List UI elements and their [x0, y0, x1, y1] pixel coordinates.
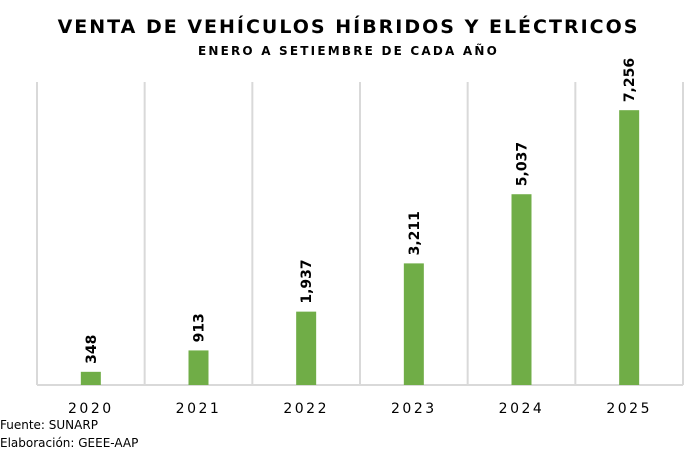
bar-2020 [80, 371, 101, 385]
bar-2023 [403, 263, 424, 385]
source-note: Fuente: SUNARP [0, 418, 98, 432]
data-label-2022: 1,937 [299, 259, 315, 303]
x-tick-label-2022: 2022 [283, 401, 329, 417]
data-label-2025: 7,256 [622, 58, 638, 102]
bar-2022 [296, 311, 317, 385]
bar-2025 [619, 110, 640, 385]
data-label-2020: 348 [84, 335, 100, 364]
data-label-2021: 913 [192, 313, 208, 342]
data-label-2024: 5,037 [515, 142, 531, 186]
data-label-2023: 3,211 [407, 211, 423, 255]
x-tick-label-2025: 2025 [606, 401, 652, 417]
bar-2024 [511, 194, 532, 385]
x-tick-label-2021: 2021 [176, 401, 222, 417]
x-tick-label-2024: 2024 [499, 401, 545, 417]
author-note: Elaboración: GEEE-AAP [0, 436, 139, 450]
chart-subtitle: ENERO A SETIEMBRE DE CADA AÑO [197, 44, 500, 58]
x-tick-label-2023: 2023 [391, 401, 437, 417]
chart-title: VENTA DE VEHÍCULOS HÍBRIDOS Y ELÉCTRICOS [57, 16, 640, 38]
x-tick-label-2020: 2020 [68, 401, 114, 417]
bar-2021 [188, 350, 209, 385]
